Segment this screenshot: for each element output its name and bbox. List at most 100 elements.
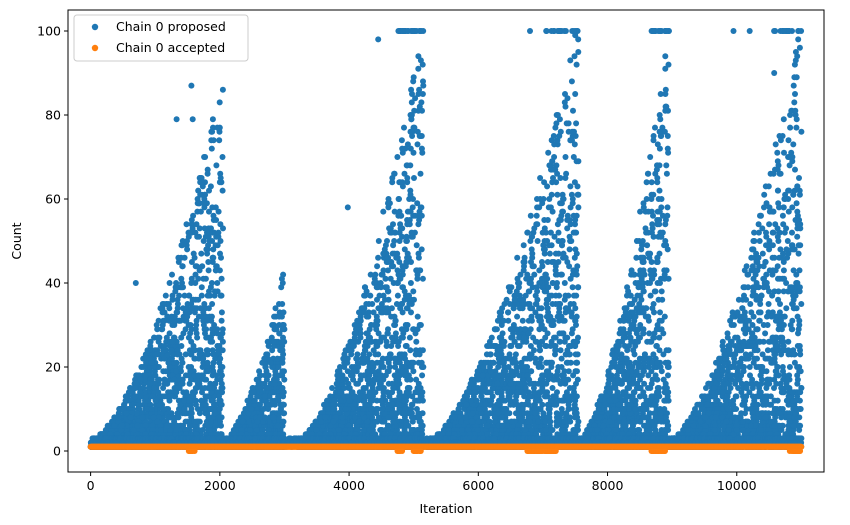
proposed-point xyxy=(204,229,210,236)
proposed-point xyxy=(160,385,167,391)
proposed-point xyxy=(257,414,263,421)
proposed-point xyxy=(278,338,285,345)
proposed-point xyxy=(413,376,420,383)
proposed-point xyxy=(209,116,216,123)
proposed-point xyxy=(401,124,407,131)
proposed-point xyxy=(267,359,274,366)
proposed-point xyxy=(198,179,205,186)
proposed-point xyxy=(140,364,147,370)
proposed-point xyxy=(398,137,405,144)
proposed-point xyxy=(208,145,215,152)
proposed-point xyxy=(218,372,225,379)
proposed-point xyxy=(180,284,186,291)
proposed-point xyxy=(219,347,226,354)
proposed-point xyxy=(198,284,205,291)
proposed-point xyxy=(152,397,159,404)
proposed-point xyxy=(279,301,286,307)
proposed-point xyxy=(206,385,213,391)
proposed-point xyxy=(415,221,422,228)
proposed-point xyxy=(204,317,211,324)
proposed-point xyxy=(270,338,277,345)
proposed-point xyxy=(162,368,169,375)
proposed-point xyxy=(272,305,279,312)
proposed-point xyxy=(419,275,426,282)
proposed-point xyxy=(389,175,396,181)
proposed-point xyxy=(382,242,389,249)
proposed-point xyxy=(251,397,258,404)
proposed-point xyxy=(204,170,211,177)
proposed-point xyxy=(216,99,223,106)
proposed-point xyxy=(157,427,164,433)
proposed-point xyxy=(263,376,270,383)
proposed-point xyxy=(414,313,421,320)
proposed-point xyxy=(203,246,210,253)
proposed-point xyxy=(219,86,226,93)
proposed-point xyxy=(159,305,166,312)
proposed-point xyxy=(163,334,170,341)
proposed-point xyxy=(368,406,375,412)
proposed-point xyxy=(217,355,224,362)
proposed-point xyxy=(274,355,281,362)
proposed-point xyxy=(202,401,209,408)
proposed-point xyxy=(178,380,185,387)
proposed-point xyxy=(218,401,225,408)
proposed-point xyxy=(188,406,195,412)
proposed-point xyxy=(213,263,220,270)
proposed-point xyxy=(188,280,195,286)
proposed-point xyxy=(217,418,223,425)
proposed-point xyxy=(200,309,207,316)
proposed-point xyxy=(181,406,188,412)
proposed-point xyxy=(193,418,200,425)
proposed-point xyxy=(177,364,184,370)
proposed-point xyxy=(406,221,413,228)
proposed-point xyxy=(404,162,411,169)
proposed-point xyxy=(262,364,269,370)
proposed-point xyxy=(129,401,136,408)
proposed-point xyxy=(161,347,168,354)
proposed-point xyxy=(211,288,218,295)
proposed-point xyxy=(186,397,193,404)
proposed-point xyxy=(218,275,225,282)
proposed-point xyxy=(171,313,178,320)
proposed-point xyxy=(200,275,207,282)
proposed-point xyxy=(278,284,285,291)
proposed-point xyxy=(178,334,185,341)
proposed-point xyxy=(214,280,221,286)
proposed-point xyxy=(250,389,257,396)
proposed-point xyxy=(167,393,174,400)
proposed-point xyxy=(218,309,225,316)
proposed-point xyxy=(410,124,417,131)
proposed-point xyxy=(380,208,387,215)
proposed-point xyxy=(213,217,220,223)
proposed-point xyxy=(196,351,203,358)
proposed-point xyxy=(218,317,225,324)
proposed-point xyxy=(407,280,414,286)
proposed-point xyxy=(208,280,215,286)
proposed-point xyxy=(166,305,173,312)
proposed-point xyxy=(168,347,175,354)
proposed-point xyxy=(190,343,197,349)
proposed-point xyxy=(212,204,219,211)
proposed-point xyxy=(275,393,282,400)
proposed-point xyxy=(201,301,208,307)
proposed-point xyxy=(211,410,218,417)
proposed-point xyxy=(193,401,199,408)
proposed-point xyxy=(132,393,139,400)
proposed-point xyxy=(367,292,374,299)
proposed-point xyxy=(158,326,165,333)
proposed-point xyxy=(218,254,224,261)
proposed-point xyxy=(419,410,426,417)
proposed-point xyxy=(118,422,125,429)
proposed-point xyxy=(219,187,226,194)
proposed-point xyxy=(195,275,202,282)
proposed-point xyxy=(206,334,213,341)
proposed-point xyxy=(271,313,278,320)
proposed-point xyxy=(184,238,190,244)
proposed-point xyxy=(148,406,155,412)
proposed-point xyxy=(279,326,286,333)
proposed-point xyxy=(265,406,272,412)
proposed-point xyxy=(419,149,426,156)
proposed-point xyxy=(182,351,189,358)
proposed-point xyxy=(190,212,197,219)
proposed-point xyxy=(209,326,216,333)
